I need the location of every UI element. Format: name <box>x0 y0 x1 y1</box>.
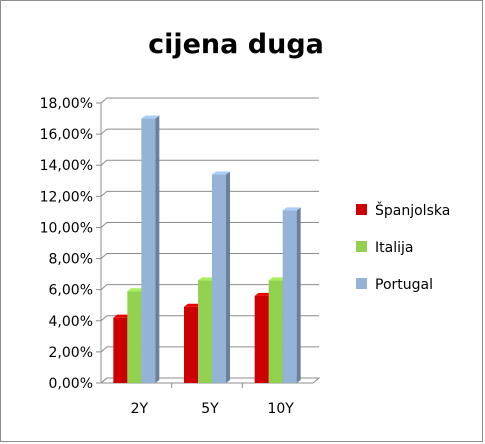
gridline <box>100 315 319 322</box>
x-tick-label: 5Y <box>201 401 219 417</box>
bar-top <box>127 288 146 292</box>
bar <box>141 115 160 384</box>
gridline <box>100 128 319 135</box>
gridline <box>100 253 319 259</box>
legend-swatch <box>356 241 367 252</box>
y-tick-label: 18,00% <box>40 96 93 112</box>
legend-swatch <box>356 204 367 215</box>
bar-side <box>226 171 230 383</box>
bars <box>113 115 301 384</box>
bar-front <box>141 118 156 384</box>
bar-front <box>212 174 226 383</box>
bar-front <box>282 210 297 383</box>
y-tick-label: 12,00% <box>40 189 93 205</box>
bar-side <box>296 207 301 383</box>
legend-item: Portugal <box>356 277 433 293</box>
bar-top <box>282 207 301 211</box>
y-tick-label: 8,00% <box>49 252 93 268</box>
legend-swatch <box>356 278 367 289</box>
gridline <box>100 284 319 291</box>
gridline <box>100 377 319 384</box>
bar-front <box>254 295 269 383</box>
bar-top <box>198 277 216 281</box>
bar <box>282 207 301 383</box>
gridline <box>100 346 319 353</box>
bar-top <box>212 171 230 175</box>
bar-top <box>254 292 273 296</box>
legend-item: Španjolska <box>356 201 450 219</box>
chart-title: cijena duga <box>148 29 324 60</box>
gridline <box>100 190 319 197</box>
gridline <box>100 97 319 104</box>
gridline <box>100 221 319 228</box>
bar-front <box>184 306 198 383</box>
bar-front <box>198 280 212 383</box>
y-tick-label: 14,00% <box>40 158 93 174</box>
legend-label: Španjolska <box>375 201 450 219</box>
y-tick-label: 0,00% <box>49 376 93 392</box>
y-tick-label: 6,00% <box>49 283 93 299</box>
bar <box>212 171 230 383</box>
x-tick-label: 10Y <box>267 401 294 417</box>
bar-front <box>127 291 142 383</box>
y-tick-label: 10,00% <box>40 220 93 236</box>
bar-front <box>113 317 128 383</box>
bar-top <box>141 115 160 119</box>
y-tick-label: 16,00% <box>40 127 93 143</box>
y-tick-label: 2,00% <box>49 345 93 361</box>
bar-front <box>268 280 283 383</box>
legend-item: Italija <box>356 240 413 256</box>
bar-top <box>184 303 202 307</box>
bar-side <box>155 115 160 384</box>
x-axis-ticks: 2Y 5Y 10Y <box>131 401 295 417</box>
gridline <box>100 159 319 166</box>
y-axis-ticks: 0,00% 2,00% 4,00% 6,00% 8,00% 10,00% 12,00% 14,… <box>40 96 93 392</box>
y-tick-label: 4,00% <box>49 314 93 330</box>
bar-top <box>113 314 132 318</box>
legend: Španjolska Italija Portugal <box>356 201 450 293</box>
bar-top <box>268 277 287 281</box>
legend-label: Portugal <box>375 277 433 293</box>
legend-label: Italija <box>375 240 413 256</box>
x-tick-label: 2Y <box>131 401 149 417</box>
